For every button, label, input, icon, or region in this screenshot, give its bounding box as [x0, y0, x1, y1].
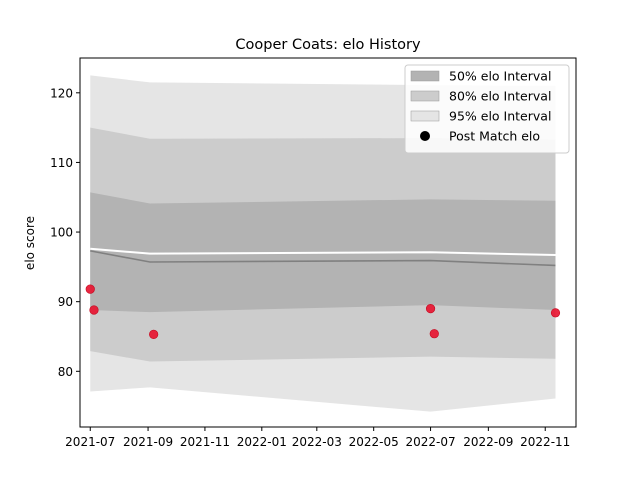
- post-match-point-3: [425, 304, 436, 314]
- y-tick-label-0: 80: [58, 365, 73, 379]
- y-tick-label-1: 90: [58, 295, 73, 309]
- x-tick-label-3: 2022-01: [237, 435, 287, 449]
- elo-lines: [90, 247, 556, 267]
- post-match-point-0: [85, 284, 95, 294]
- post-match-point-4: [429, 329, 439, 339]
- y-axis-title: elo score: [23, 216, 37, 270]
- legend-swatch-2: [410, 110, 440, 122]
- plot-frame: [79, 57, 577, 428]
- x-tick-label-7: 2022-09: [463, 435, 513, 449]
- x-tick-label-0: 2021-07: [65, 435, 115, 449]
- y-tick-label-4: 120: [50, 86, 73, 100]
- chart-title: Cooper Coats: elo History: [235, 37, 421, 53]
- legend-label-0: 50% elo Interval: [449, 69, 551, 84]
- x-tick-label-8: 2022-11: [520, 435, 570, 449]
- legend-box: [404, 64, 570, 154]
- legend-marker-3: [420, 131, 430, 141]
- x-tick-label-2: 2021-11: [180, 435, 230, 449]
- x-tick-label-1: 2021-09: [123, 435, 173, 449]
- y-tick-label-2: 100: [50, 226, 73, 240]
- legend-swatch-1: [410, 90, 440, 102]
- mean-elo-line: [90, 250, 556, 267]
- y-axis: 80 90 100 110 120: [50, 86, 80, 379]
- post-match-points: [85, 284, 561, 340]
- x-axis: 2021-07 2021-09 2021-11 2022-01 2022-03 2022-…: [65, 427, 570, 449]
- legend-label-3: Post Match elo: [449, 129, 540, 144]
- x-tick-label-6: 2022-07: [405, 435, 455, 449]
- legend-label-2: 95% elo Interval: [449, 109, 551, 124]
- pre-match-elo-line: [90, 247, 556, 257]
- interval-bands: [90, 75, 556, 412]
- x-tick-label-5: 2022-05: [349, 435, 399, 449]
- legend: 50% elo Interval 80% elo Interval 95% elo …: [404, 64, 570, 154]
- y-tick-label-3: 110: [50, 156, 73, 170]
- post-match-point-1: [89, 305, 99, 315]
- post-match-point-2: [149, 329, 159, 340]
- x-tick-label-4: 2022-03: [292, 435, 342, 449]
- legend-label-1: 80% elo Interval: [449, 89, 551, 104]
- post-match-point-5: [550, 308, 561, 318]
- legend-swatch-0: [410, 70, 440, 82]
